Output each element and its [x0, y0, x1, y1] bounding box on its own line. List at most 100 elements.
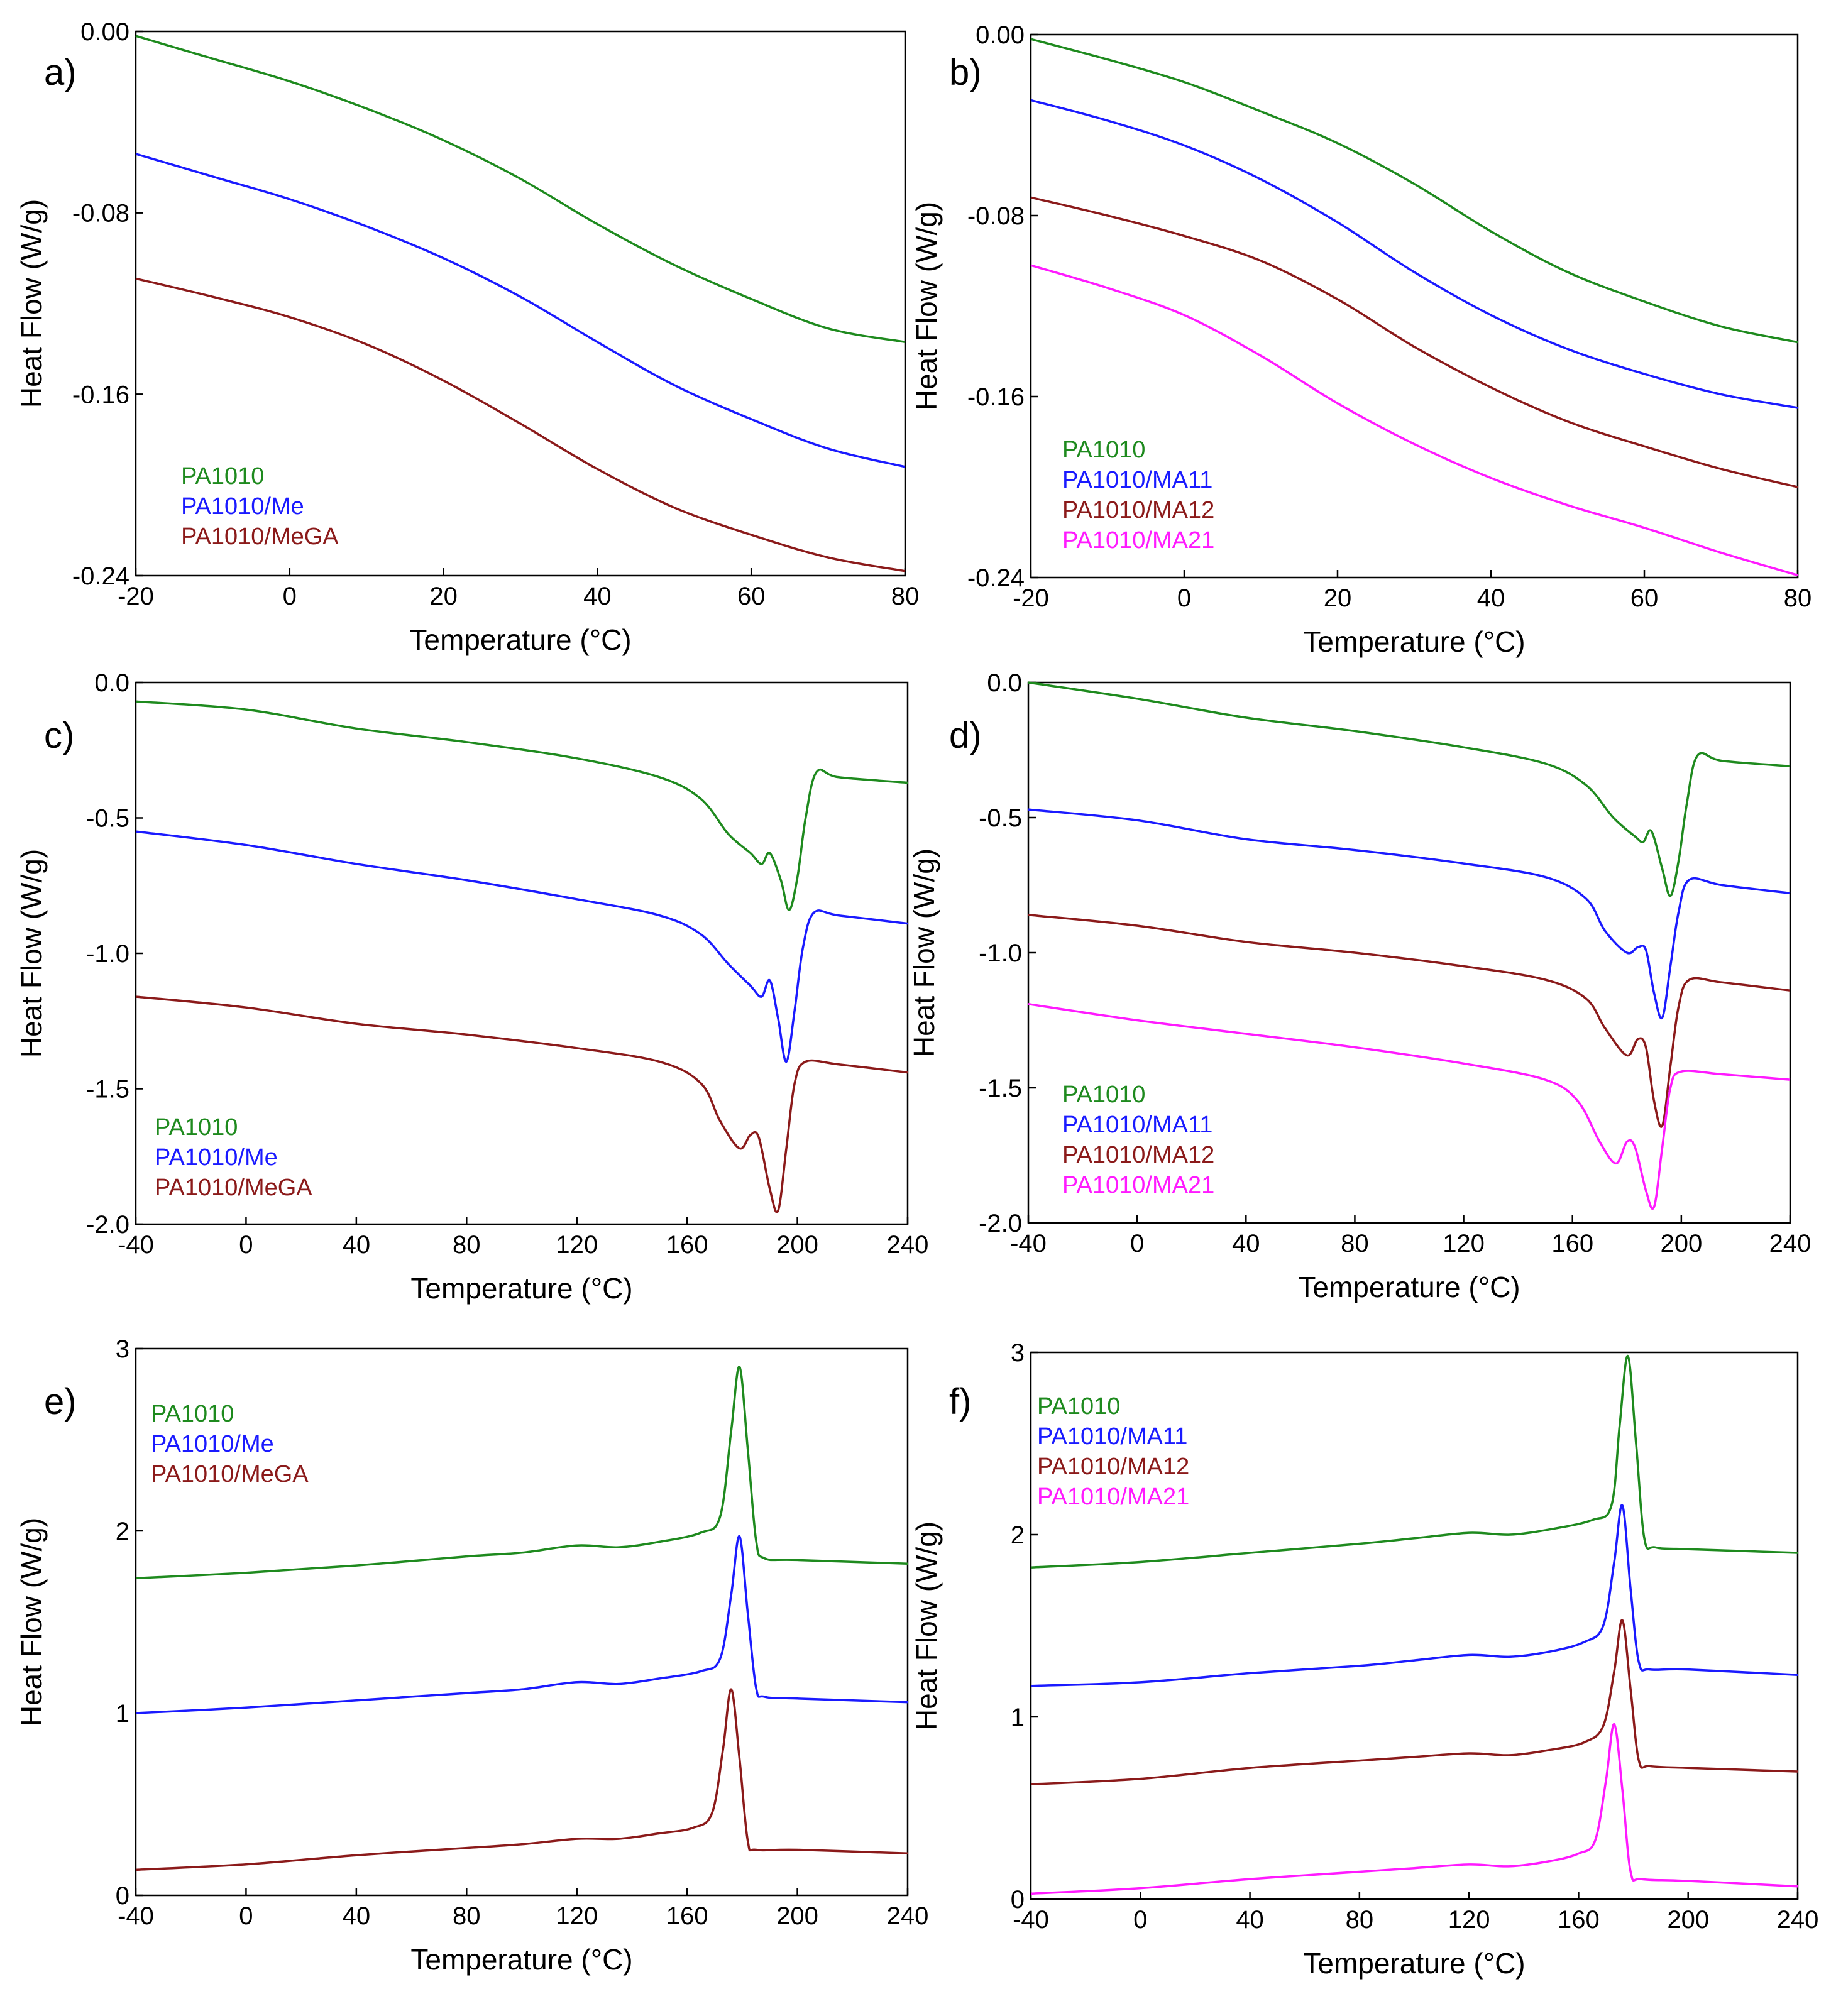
y-tick-label: 0.00 — [80, 18, 129, 46]
y-tick-label: 1 — [116, 1700, 129, 1728]
x-tick-label: 60 — [737, 583, 766, 610]
x-tick-label: -40 — [118, 1902, 154, 1930]
x-tick-label: 120 — [556, 1902, 598, 1930]
x-axis-title: Temperature (°C) — [1298, 1271, 1520, 1303]
y-axis-title: Heat Flow (W/g) — [910, 202, 943, 410]
x-tick-label: 160 — [1558, 1906, 1600, 1934]
y-tick-label: -1.0 — [86, 940, 129, 968]
x-tick-label: 40 — [343, 1902, 371, 1930]
series-line-pa1010 — [135, 700, 908, 911]
y-tick-label: 2 — [1011, 1521, 1025, 1549]
x-tick-label: 160 — [1551, 1230, 1593, 1257]
x-axis-title: Temperature (°C) — [410, 1943, 632, 1976]
x-axis-title: Temperature (°C) — [410, 1272, 632, 1305]
legend-entry-pa1010: PA1010 — [1062, 1082, 1145, 1108]
x-tick-label: 40 — [343, 1231, 371, 1259]
series-line-pa1010 — [1030, 1355, 1798, 1569]
panel-a: -20 0 20 40 60 80 0.00 -0.08 -0.16 -0.24 Temperatu… — [15, 18, 919, 656]
y-tick-label: 0.0 — [987, 669, 1022, 697]
x-tick-label: 240 — [887, 1902, 929, 1930]
y-tick-label: -0.16 — [72, 381, 129, 408]
panel-label: f) — [949, 1381, 971, 1422]
panel-label: a) — [44, 52, 77, 93]
y-tick-label: 0 — [1011, 1886, 1025, 1914]
legend-entry-pa1010: PA1010 — [1062, 437, 1145, 463]
x-tick-label: 40 — [1477, 584, 1505, 612]
series-line-pa1010 — [1028, 681, 1791, 897]
x-tick-label: 200 — [776, 1902, 818, 1930]
y-tick-label: 2 — [116, 1518, 129, 1545]
legend-entry-pa1010-ma11: PA1010/MA11 — [1062, 467, 1212, 493]
y-tick-label: 0.00 — [976, 21, 1025, 49]
y-tick-label: 3 — [1011, 1339, 1025, 1367]
y-tick-label: -2.0 — [86, 1211, 129, 1239]
x-tick-label: 80 — [1341, 1230, 1369, 1257]
x-tick-label: 0 — [1177, 584, 1191, 612]
legend-entry-pa1010-ma11: PA1010/MA11 — [1037, 1423, 1187, 1450]
x-tick-label: 120 — [556, 1231, 598, 1259]
x-tick-label: 40 — [1232, 1230, 1260, 1257]
series-line-pa1010-me — [135, 153, 906, 468]
legend-entry-pa1010-mega: PA1010/MeGA — [151, 1461, 309, 1487]
x-tick-label: 0 — [283, 583, 297, 610]
x-tick-label: 80 — [891, 583, 920, 610]
x-tick-label: 240 — [887, 1231, 929, 1259]
x-tick-label: -40 — [1013, 1906, 1049, 1934]
series-line-pa1010-ma12 — [1030, 1619, 1798, 1786]
series-line-pa1010-ma11 — [1028, 808, 1791, 1020]
x-tick-label: -40 — [1010, 1230, 1047, 1257]
series-line-pa1010-mega — [135, 995, 908, 1213]
x-tick-label: 200 — [1660, 1230, 1702, 1257]
series-line-pa1010 — [1030, 38, 1798, 344]
legend-entry-pa1010: PA1010 — [155, 1114, 238, 1141]
y-tick-label: 3 — [116, 1335, 129, 1363]
x-tick-label: 200 — [776, 1231, 818, 1259]
panel-label: c) — [44, 715, 74, 756]
panel-d: -40 0 40 80 120 160 200 240 0.0 -0.5 -1.0 -1.5 -2.0 T… — [908, 669, 1811, 1303]
plot-frame — [135, 30, 906, 577]
series-line-pa1010-mega — [135, 1688, 908, 1871]
y-tick-label: -0.24 — [72, 562, 129, 590]
series-line-pa1010-ma11 — [1030, 99, 1798, 409]
series-line-pa1010-ma21 — [1028, 1002, 1791, 1210]
y-tick-label: -1.5 — [979, 1075, 1022, 1102]
y-axis-title: Heat Flow (W/g) — [15, 1518, 48, 1726]
y-tick-label: 0.0 — [94, 669, 129, 697]
x-axis-title: Temperature (°C) — [409, 623, 631, 656]
legend-entry-pa1010: PA1010 — [181, 463, 264, 490]
y-axis-title: Heat Flow (W/g) — [910, 1521, 943, 1730]
series-line-pa1010-ma21 — [1030, 1723, 1798, 1895]
series-line-pa1010-ma12 — [1030, 196, 1798, 488]
legend-entry-pa1010-ma21: PA1010/MA21 — [1062, 527, 1214, 554]
x-axis-title: Temperature (°C) — [1303, 625, 1525, 658]
y-tick-label: -0.16 — [967, 383, 1025, 411]
y-axis-title: Heat Flow (W/g) — [908, 848, 940, 1057]
panel-label: e) — [44, 1381, 77, 1422]
legend-entry-pa1010-ma12: PA1010/MA12 — [1062, 1142, 1214, 1168]
x-tick-label: 0 — [239, 1231, 253, 1259]
y-tick-label: -1.0 — [979, 940, 1022, 967]
legend-entry-pa1010-ma12: PA1010/MA12 — [1037, 1454, 1189, 1480]
series-line-pa1010-ma11 — [1030, 1504, 1798, 1687]
x-tick-label: 240 — [1777, 1906, 1819, 1934]
x-tick-label: 120 — [1448, 1906, 1490, 1934]
series-line-pa1010-me — [135, 1535, 908, 1714]
x-tick-label: 20 — [429, 583, 458, 610]
panel-c: -40 0 40 80 120 160 200 240 0.0 -0.5 -1.0 -1.5 -2.0 T… — [15, 669, 928, 1305]
series-line-pa1010-ma21 — [1030, 264, 1798, 577]
x-tick-label: 80 — [1784, 584, 1812, 612]
legend-entry-pa1010-mega: PA1010/MeGA — [155, 1175, 312, 1201]
x-tick-label: 40 — [583, 583, 612, 610]
legend-entry-pa1010-me: PA1010/Me — [181, 493, 304, 520]
x-tick-label: 120 — [1443, 1230, 1485, 1257]
y-tick-label: -2.0 — [979, 1210, 1022, 1237]
series-line-pa1010 — [135, 1366, 908, 1580]
x-tick-label: 200 — [1667, 1906, 1709, 1934]
legend-entry-pa1010-me: PA1010/Me — [155, 1144, 278, 1171]
series-line-pa1010-mega — [135, 277, 906, 572]
plot-frame — [135, 1347, 909, 1897]
legend-entry-pa1010: PA1010 — [151, 1401, 234, 1427]
legend-entry-pa1010-me: PA1010/Me — [151, 1431, 274, 1457]
x-tick-label: 80 — [1346, 1906, 1374, 1934]
